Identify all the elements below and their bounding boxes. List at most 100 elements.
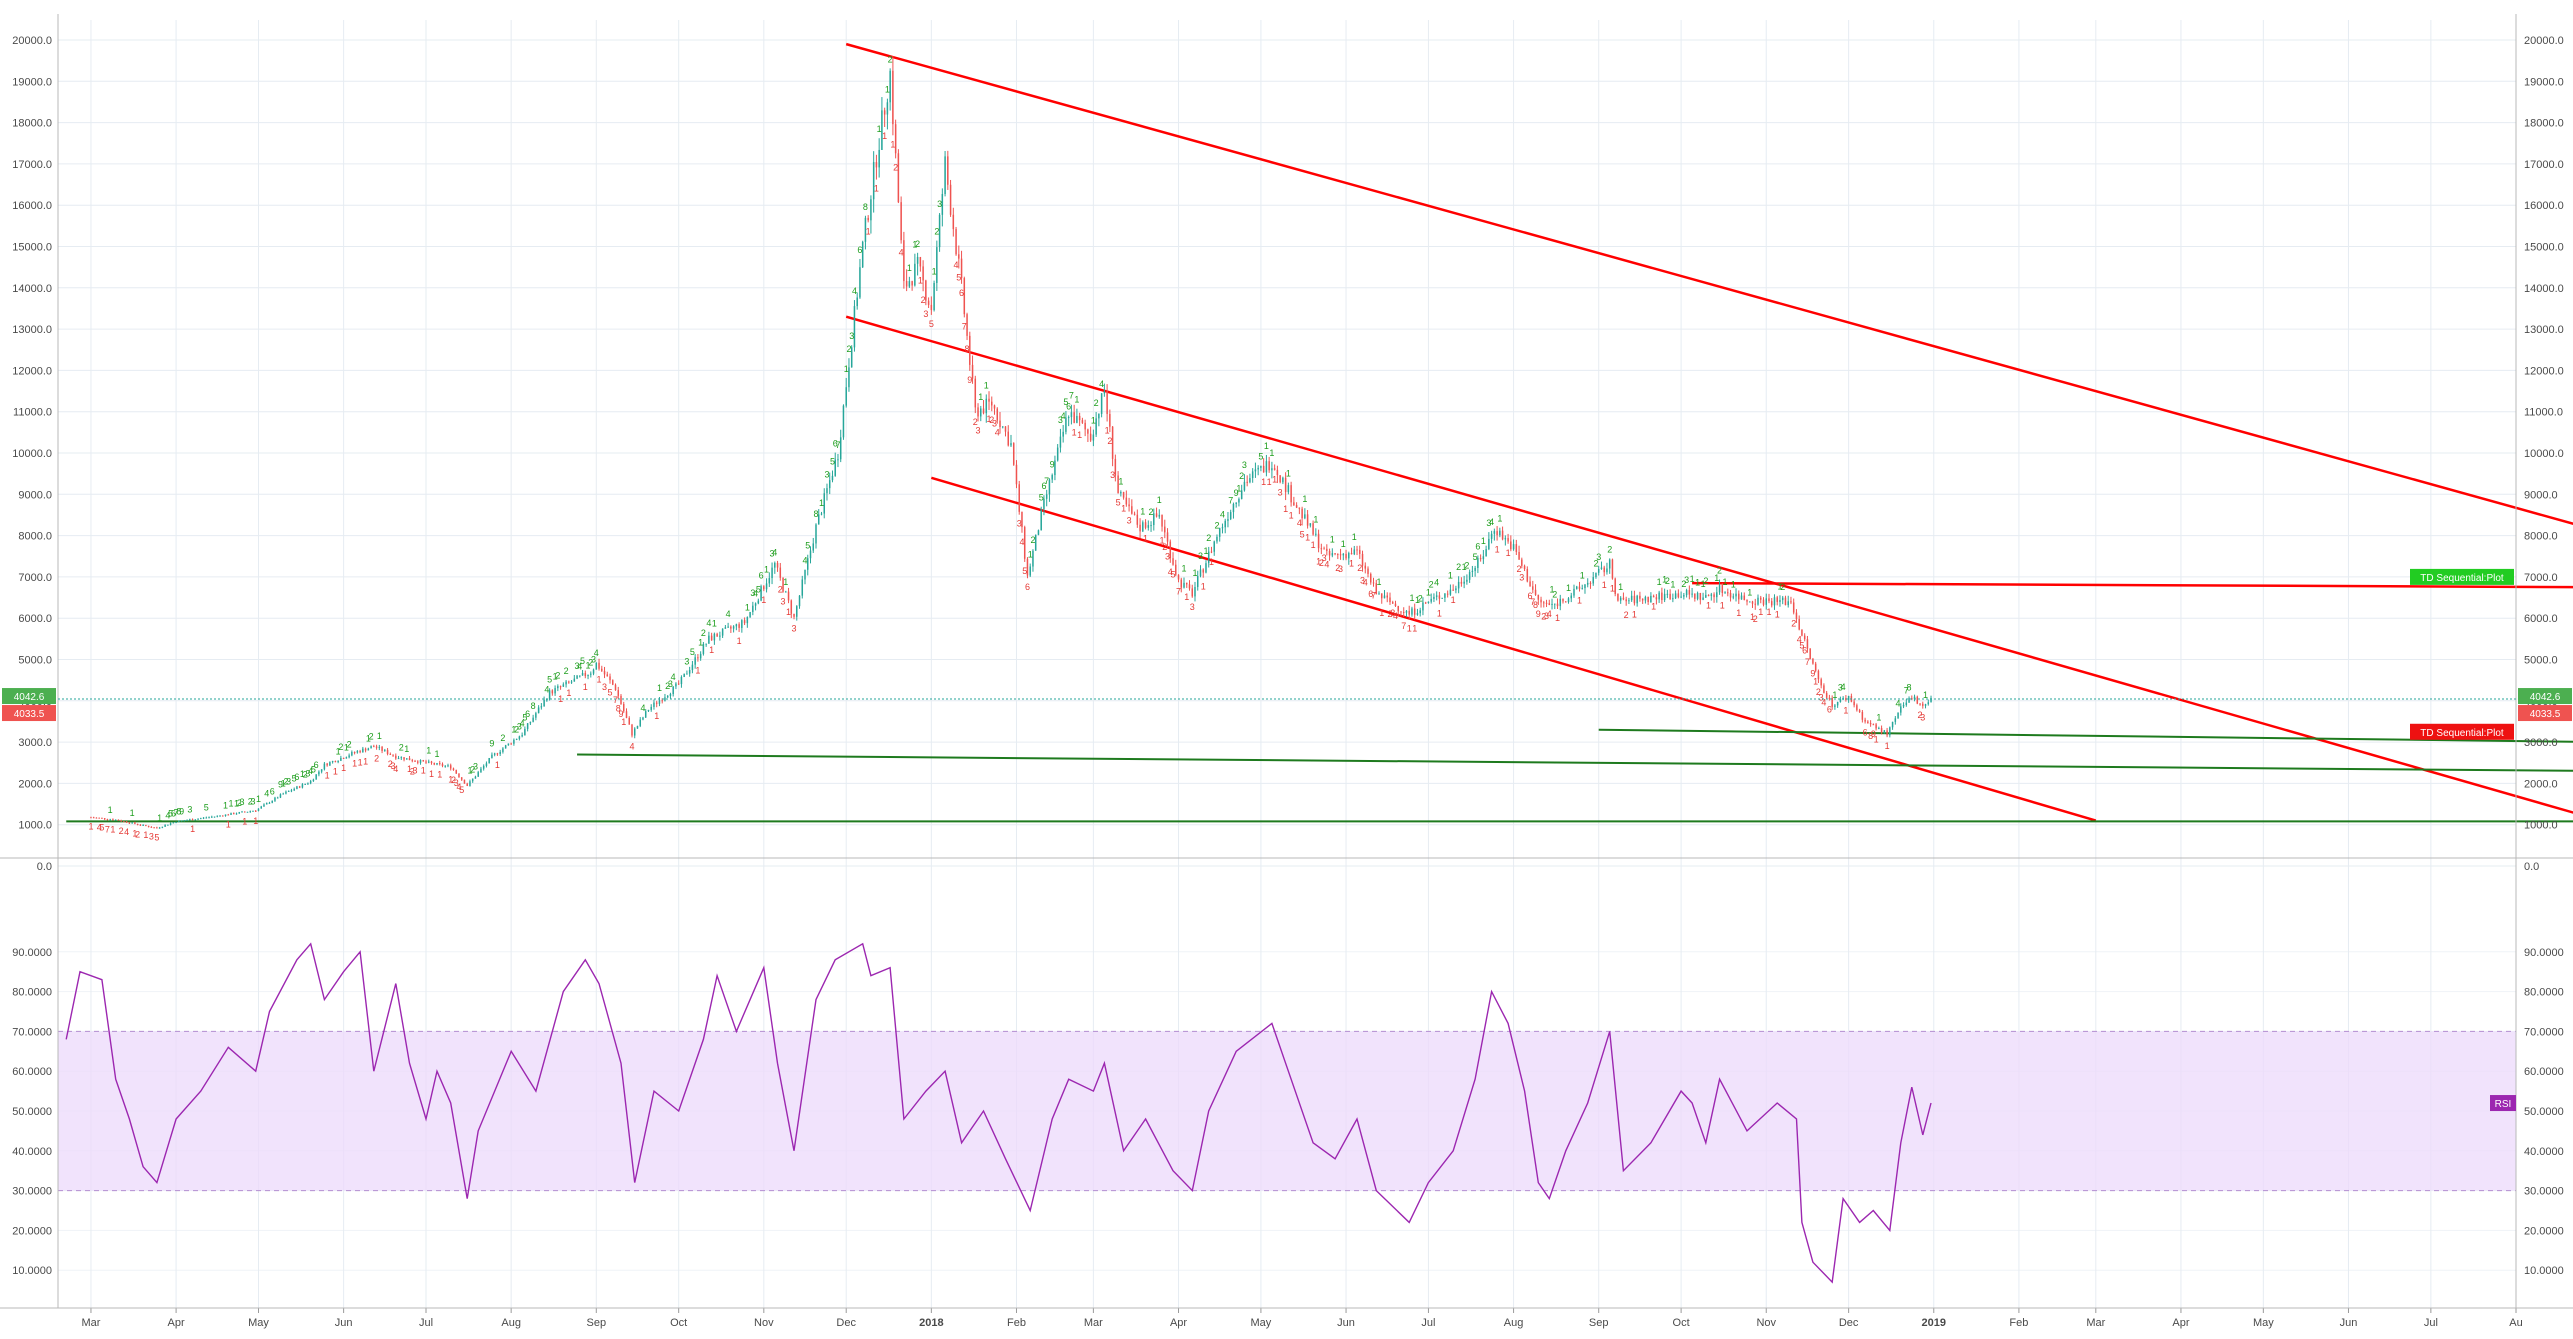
td-count-label: 2	[399, 742, 404, 752]
td-count-label: 2	[701, 628, 706, 638]
td-count-label: 4	[671, 672, 676, 682]
candle-body	[507, 743, 510, 746]
td-count-label: 1	[1121, 504, 1126, 514]
td-count-label: 1	[1028, 550, 1033, 560]
price-y-tick-left: 15000.0	[12, 242, 52, 254]
candle-body	[958, 254, 960, 259]
trendline-5	[1598, 728, 2573, 743]
candle-body	[1716, 592, 1718, 598]
candle-body	[1853, 701, 1855, 706]
td-count-label: 1	[426, 746, 431, 756]
candle-body	[1386, 595, 1388, 598]
td-count-label: 3	[1519, 572, 1524, 582]
candle-body	[705, 643, 707, 645]
candle-body	[892, 70, 894, 125]
candle-body	[1754, 603, 1757, 605]
candle-body	[370, 746, 372, 749]
td-count-label: 2	[1357, 563, 1362, 573]
candle-body	[1018, 484, 1020, 512]
candle-body	[1370, 573, 1372, 583]
candle-body	[639, 719, 641, 726]
price-y-tick-right: 0.0	[2524, 861, 2539, 873]
candle-body	[628, 717, 630, 725]
candle-body	[136, 823, 139, 825]
candle-body	[823, 493, 825, 514]
candle-body	[1444, 593, 1446, 598]
td-count-label: 3	[1322, 553, 1327, 563]
candle-body	[1342, 553, 1345, 556]
candle-body	[213, 816, 216, 818]
td-count-label: 1	[1885, 741, 1890, 751]
candle-body	[557, 686, 559, 689]
td-count-label: 1	[978, 392, 983, 402]
candle-body	[752, 605, 754, 612]
candle-body	[691, 664, 694, 671]
td-count-label: 3	[992, 419, 997, 429]
candle-body	[276, 797, 279, 799]
candle-body	[1353, 549, 1356, 555]
x-tick-label: Feb	[1007, 1317, 1026, 1329]
candle-body	[1770, 601, 1773, 606]
price-y-tick-right: 10000.0	[2524, 448, 2564, 460]
candle-body	[579, 675, 581, 677]
price-y-tick-left: 1000.0	[18, 820, 52, 832]
candle-body	[285, 791, 287, 794]
candle-body	[1359, 549, 1361, 554]
candle-body	[650, 706, 652, 710]
candle-body	[1724, 592, 1726, 594]
candle-body	[1869, 723, 1872, 725]
td-count-label: 5	[690, 647, 695, 657]
td-count-label: 1	[783, 577, 788, 587]
candle-body	[438, 762, 441, 764]
candle-body	[1133, 513, 1136, 515]
candle-body	[1306, 514, 1309, 526]
candle-body	[1081, 420, 1084, 423]
x-tick-label: Oct	[670, 1317, 687, 1329]
candle-body	[1543, 602, 1545, 604]
td-count-label: 4	[577, 661, 582, 671]
td-count-label: 3	[602, 682, 607, 692]
candle-body	[875, 161, 878, 168]
candle-body	[1402, 611, 1405, 613]
candle-body	[974, 378, 977, 408]
trendline-layer	[66, 42, 2573, 823]
td-count-label: 7	[962, 321, 967, 331]
td-count-label: 3	[1165, 551, 1170, 561]
candle-body	[156, 827, 158, 829]
candle-body	[1056, 447, 1059, 461]
candle-body	[850, 347, 853, 368]
td-count-label: 2	[893, 162, 898, 172]
candle-body	[515, 738, 518, 740]
td-count-label: 5	[154, 833, 159, 843]
td-count-label: 7	[835, 440, 840, 450]
candle-body	[661, 700, 663, 702]
candle-body	[1026, 558, 1029, 576]
candle-body	[587, 674, 589, 677]
candle-body	[1196, 576, 1199, 587]
candle-body	[1092, 434, 1095, 441]
candle-body	[1172, 558, 1174, 565]
candle-body	[375, 746, 378, 748]
candle-body	[922, 266, 924, 281]
td-count-label: 1	[344, 743, 349, 753]
candle-body	[444, 765, 446, 767]
td-count-label: 8	[176, 806, 181, 816]
td-count-label: 3	[1338, 564, 1343, 574]
candle-body	[1834, 705, 1836, 707]
td-count-label: 4	[124, 827, 129, 837]
candle-body	[1147, 525, 1150, 528]
candle-body	[1732, 596, 1735, 598]
candle-body	[428, 761, 430, 763]
candle-body	[1894, 718, 1897, 722]
candle-body	[955, 229, 957, 255]
candle-body	[765, 583, 768, 590]
trendline-1	[845, 315, 2573, 814]
price-y-tick-left: 19000.0	[12, 76, 52, 88]
candle-body	[1661, 592, 1663, 601]
td-count-label: 1	[1311, 540, 1316, 550]
candle-body	[1504, 538, 1507, 540]
candle-body	[359, 751, 361, 753]
price-y-tick-left: 20000.0	[12, 35, 52, 47]
